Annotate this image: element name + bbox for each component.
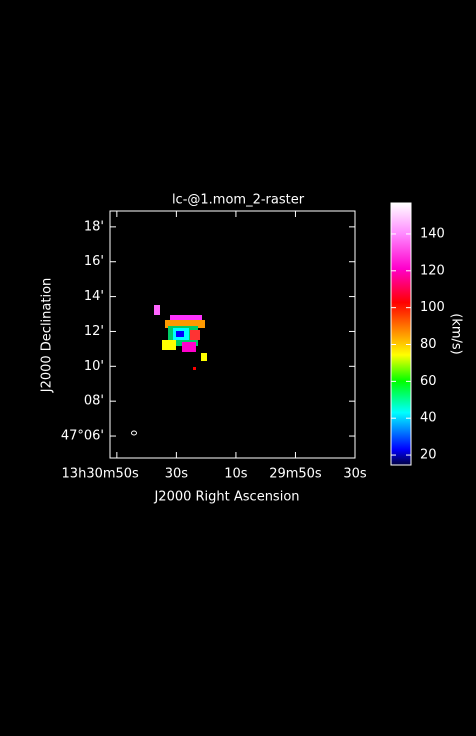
y-tick-label: 10' bbox=[84, 359, 104, 374]
colorbar-label: (km/s) bbox=[449, 313, 464, 355]
x-tick-label: 30s bbox=[343, 467, 367, 482]
colorbar-tick-label: 80 bbox=[420, 337, 437, 352]
y-tick-label: 16' bbox=[84, 254, 104, 269]
y-tick-label: 47°06' bbox=[61, 429, 104, 444]
x-tick-label: 13h30m50s bbox=[62, 467, 140, 482]
y-tick-label: 08' bbox=[84, 394, 104, 409]
x-tick-label: 30s bbox=[165, 467, 189, 482]
colorbar-tick-label: 20 bbox=[420, 448, 437, 463]
beam bbox=[131, 430, 137, 436]
x-tick-label: 10s bbox=[224, 467, 248, 482]
colorbar-tick-label: 40 bbox=[420, 411, 437, 426]
colorbar-tick-label: 60 bbox=[420, 374, 437, 389]
chart-title: lc-@1.mom_2-raster bbox=[172, 193, 305, 208]
colorbar-tick-label: 120 bbox=[420, 263, 445, 278]
raster-image bbox=[131, 305, 207, 436]
y-axis-label: J2000 Declination bbox=[40, 278, 55, 394]
colorbar-tick-label: 140 bbox=[420, 226, 445, 241]
colorbar bbox=[390, 202, 412, 466]
y-tick-label: 18' bbox=[84, 219, 104, 234]
x-tick-label: 29m50s bbox=[269, 467, 322, 482]
plot-frame bbox=[109, 210, 356, 459]
x-axis-label: J2000 Right Ascension bbox=[153, 490, 299, 505]
y-tick-label: 14' bbox=[84, 289, 104, 304]
colorbar-tick-label: 100 bbox=[420, 300, 445, 315]
y-tick-label: 12' bbox=[84, 324, 104, 339]
